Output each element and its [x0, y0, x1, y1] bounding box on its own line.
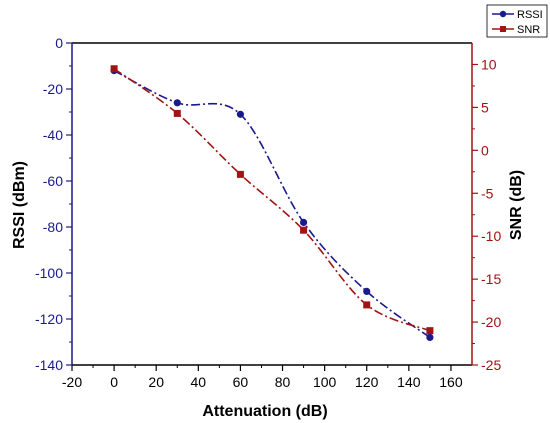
- y2-tick-label: -25: [481, 357, 501, 373]
- x-tick-label: 100: [313, 374, 337, 390]
- y-tick-label: -40: [43, 127, 63, 143]
- legend-marker-snr: [500, 26, 506, 32]
- data-point-rssi: [236, 110, 245, 118]
- x-axis-ticks: -20 0 20 40 60 80 100 120 140 160: [62, 365, 463, 390]
- x-tick-label: 140: [397, 374, 421, 390]
- y-tick-label: 0: [55, 35, 63, 51]
- y2-tick-label: 5: [481, 99, 489, 115]
- y-axis-label: RSSI (dBm): [11, 161, 28, 249]
- y2-axis-label: SNR (dB): [508, 170, 525, 240]
- legend-label-rssi: RSSI: [517, 9, 543, 21]
- series-line-rssi: [113, 69, 431, 339]
- series-line-snr: [113, 68, 431, 332]
- y-tick-label: -60: [43, 173, 63, 189]
- x-axis-label: Attenuation (dB): [202, 403, 327, 420]
- y-tick-label: -20: [43, 81, 63, 97]
- y2-tick-label: -15: [481, 271, 501, 287]
- x-tick-label: 20: [148, 374, 164, 390]
- y2-tick-label: -5: [481, 185, 494, 201]
- data-point-snr: [173, 109, 181, 117]
- y2-axis-ticks: 10 5 0 -5 -10 -15 -20 -25: [472, 56, 501, 373]
- series-layer: [110, 65, 434, 341]
- legend-marker-rssi: [499, 10, 507, 18]
- y-axis-ticks: 0 -20 -40 -60 -80 -100 -120 -140: [35, 35, 72, 373]
- y2-tick-label: 0: [481, 142, 489, 158]
- data-point-snr: [236, 170, 244, 178]
- x-tick-label: 40: [191, 374, 207, 390]
- x-tick-label: 60: [233, 374, 249, 390]
- x-tick-label: 80: [275, 374, 291, 390]
- data-point-rssi: [363, 287, 371, 295]
- x-tick-label: -20: [62, 374, 82, 390]
- data-point-snr: [426, 327, 434, 335]
- data-point-rssi: [173, 99, 181, 107]
- data-point-rssi: [299, 218, 308, 226]
- data-point-snr: [300, 226, 308, 234]
- y2-tick-label: 10: [481, 56, 497, 72]
- legend-label-snr: SNR: [517, 24, 540, 36]
- y-tick-label: -80: [43, 219, 63, 235]
- data-point-rssi: [426, 333, 434, 341]
- y-tick-label: -120: [35, 311, 63, 327]
- x-tick-label: 120: [355, 374, 379, 390]
- legend-box: [486, 4, 548, 38]
- y-tick-label: -100: [35, 265, 63, 281]
- y2-tick-label: -10: [481, 228, 501, 244]
- axes-frame: [71, 42, 473, 366]
- data-point-snr: [363, 301, 371, 309]
- y2-tick-label: -20: [481, 314, 501, 330]
- x-tick-label: 160: [439, 374, 463, 390]
- x-tick-label: 0: [110, 374, 118, 390]
- legend: RSSI SNR: [486, 4, 548, 38]
- data-point-snr: [110, 65, 118, 73]
- y-tick-label: -140: [35, 357, 63, 373]
